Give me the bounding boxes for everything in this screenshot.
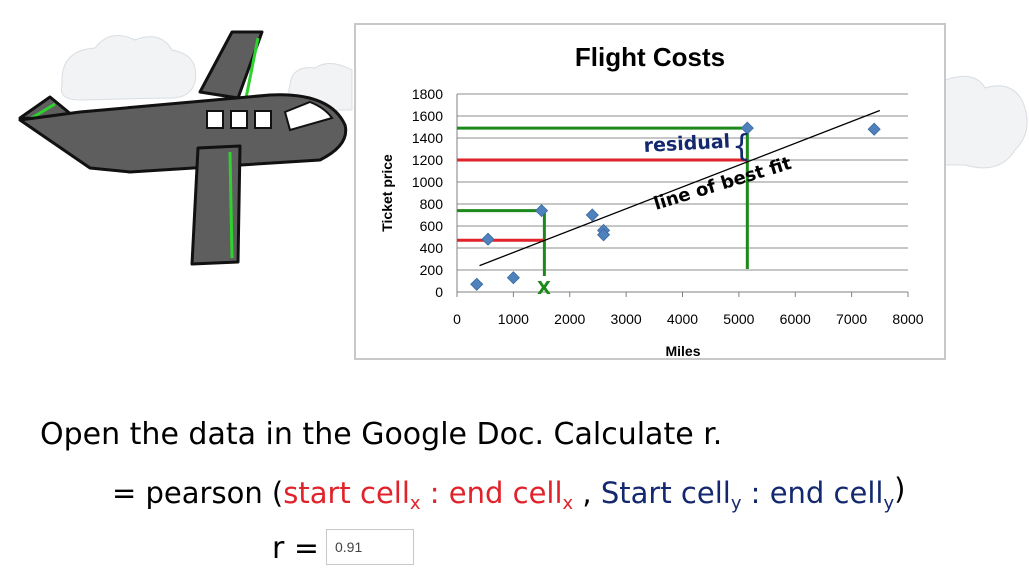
y-tick-label: 1800 (412, 86, 443, 102)
data-points (470, 121, 881, 291)
end-cell-y-sub: y (883, 493, 894, 514)
data-point (481, 232, 495, 246)
chart-panel: Flight Costs Ticket price Miles 0 200 400 6… (354, 23, 946, 360)
y-tick-label: 1000 (412, 174, 443, 190)
x-tick-label: 1000 (498, 311, 529, 327)
colon-y: : (741, 476, 769, 510)
plane-bottom-wing (190, 144, 242, 266)
trendline (479, 109, 881, 267)
r-label: r = (272, 531, 319, 566)
r-value-input[interactable] (326, 529, 414, 565)
y-tick-label: 800 (420, 196, 444, 212)
formula-eq: = pearson ( (112, 476, 283, 510)
y-axis-label: Ticket price (379, 154, 395, 232)
residual-annotations (457, 126, 749, 276)
data-point (534, 204, 549, 218)
data-point (506, 271, 520, 285)
x-marker-label: X (537, 278, 551, 299)
y-tick-label: 400 (420, 240, 444, 256)
y-tick-label: 200 (420, 262, 444, 278)
x-tick-label: 6000 (780, 311, 811, 327)
y-tick-labels: 0 200 400 600 800 1000 1200 1400 1600 1800 (412, 86, 443, 300)
chart-title: Flight Costs (575, 42, 725, 72)
colon-x: : (421, 476, 449, 510)
x-tick-label: 0 (453, 311, 461, 327)
y-tick-label: 0 (435, 284, 443, 300)
end-cell-y: end cell (770, 476, 884, 510)
data-point (740, 121, 754, 135)
end-cell-x-sub: x (563, 493, 574, 514)
x-tick-label: 8000 (892, 311, 923, 327)
data-point (597, 228, 611, 242)
x-tick-label: 3000 (611, 311, 642, 327)
start-cell-x: start cell (283, 476, 410, 510)
data-point (585, 208, 599, 222)
residual-brace: { (732, 129, 751, 164)
airplane-illustration (18, 30, 348, 266)
plane-cockpit-window (283, 100, 334, 132)
start-cell-y-sub: y (731, 493, 742, 514)
y-tick-label: 1400 (412, 130, 443, 146)
plane-window (230, 110, 248, 129)
x-tick-label: 4000 (667, 311, 698, 327)
start-cell-x-sub: x (410, 493, 421, 514)
plane-window (254, 110, 272, 129)
y-tick-label: 600 (420, 218, 444, 234)
x-axis-label: Miles (665, 343, 700, 359)
x-tick-label: 2000 (554, 311, 585, 327)
x-tick-label: 7000 (836, 311, 867, 327)
x-tick-labels: 0 1000 2000 3000 4000 5000 6000 7000 8000 (453, 311, 924, 327)
best-fit-line (479, 109, 881, 267)
cloud-icon (944, 75, 1028, 169)
end-cell-x: end cell (449, 476, 563, 510)
x-tick-label: 5000 (723, 311, 754, 327)
plane-window (206, 110, 224, 129)
y-tick-label: 1600 (412, 108, 443, 124)
cloud-icon (60, 35, 197, 101)
y-tick-label: 1200 (412, 152, 443, 168)
plane-top-wing (198, 30, 264, 100)
data-point (470, 277, 484, 291)
residual-label: residual (643, 130, 731, 156)
instruction-line-1: Open the data in the Google Doc. Calcula… (40, 417, 722, 452)
close-paren: ) (894, 472, 905, 506)
data-point (867, 122, 881, 136)
comma: , (573, 476, 601, 510)
pearson-formula: = pearson (start cellx : end cellx , Sta… (112, 472, 905, 514)
start-cell-y: Start cell (601, 476, 731, 510)
